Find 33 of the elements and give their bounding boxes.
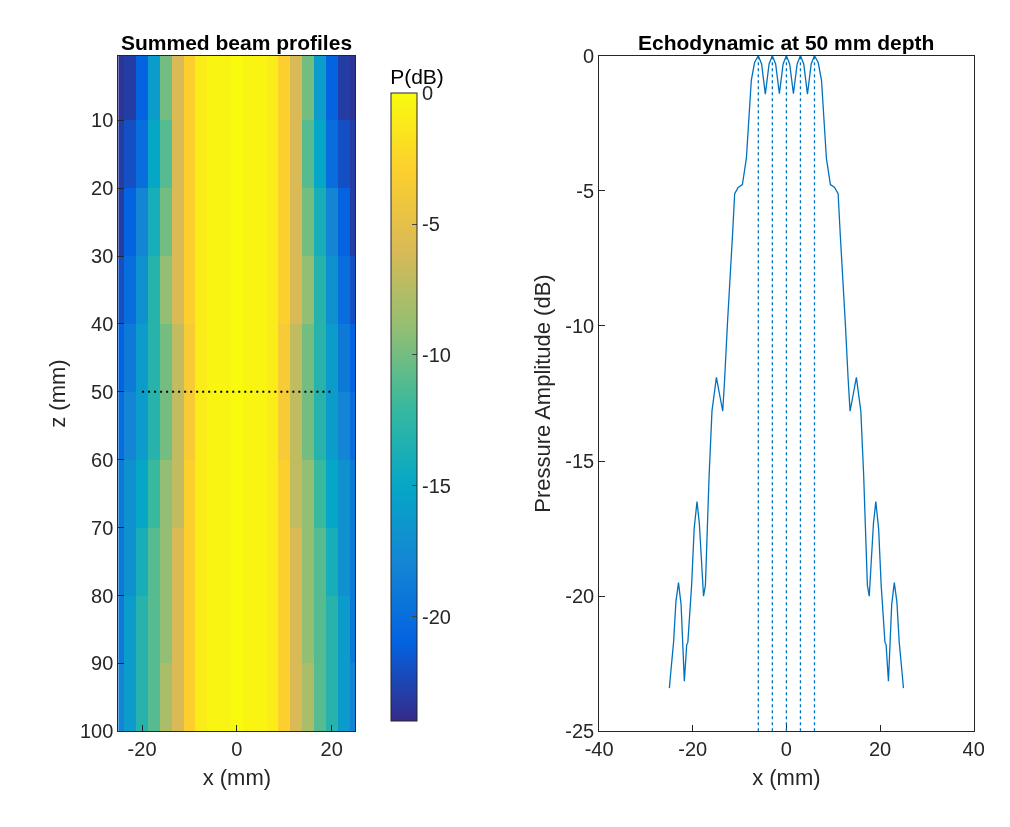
y-tick-label: 60 — [91, 448, 114, 471]
y-tick-label: 0 — [583, 44, 595, 67]
color-bar-label: -15 — [422, 474, 451, 497]
color-bar-label: -5 — [422, 213, 440, 236]
y-tick-label: -20 — [565, 585, 595, 608]
color-bar-title: P(dB) — [390, 64, 444, 88]
chart-title: Summed beam profiles — [121, 31, 353, 54]
y-tick-label: 10 — [91, 109, 114, 132]
y-tick-label: 80 — [91, 584, 114, 607]
color-bar-label: -20 — [422, 605, 451, 628]
color-bar-label: -10 — [422, 343, 451, 366]
y-tick-label: 20 — [91, 177, 114, 200]
x-tick-label: 20 — [868, 738, 892, 761]
y-tick-label: -15 — [565, 450, 595, 473]
y-axis-title: z (mm) — [44, 359, 70, 428]
y-tick-label: -5 — [576, 179, 595, 202]
y-tick-label: 30 — [91, 245, 114, 268]
x-axis-title: x (mm) — [752, 765, 821, 791]
y-tick-label: -10 — [565, 315, 595, 337]
y-tick-label: 40 — [91, 312, 114, 335]
x-tick-label: 0 — [780, 738, 792, 761]
x-tick-label: 0 — [231, 738, 243, 761]
x-tick-label: -20 — [127, 738, 157, 761]
x-tick-label: 20 — [320, 738, 343, 761]
x-tick-label: 40 — [962, 738, 985, 761]
y-tick-label: 90 — [91, 652, 114, 675]
x-axis-title: x (mm) — [202, 765, 272, 791]
y-tick-label: 50 — [91, 380, 114, 403]
y-axis-title: Pressure Amplitude (dB) — [530, 274, 556, 513]
x-tick-label: -20 — [678, 738, 708, 761]
y-tick-label: 70 — [91, 516, 114, 539]
chart-title: Echodynamic at 50 mm depth — [638, 31, 935, 54]
y-tick-label: 100 — [79, 720, 114, 743]
